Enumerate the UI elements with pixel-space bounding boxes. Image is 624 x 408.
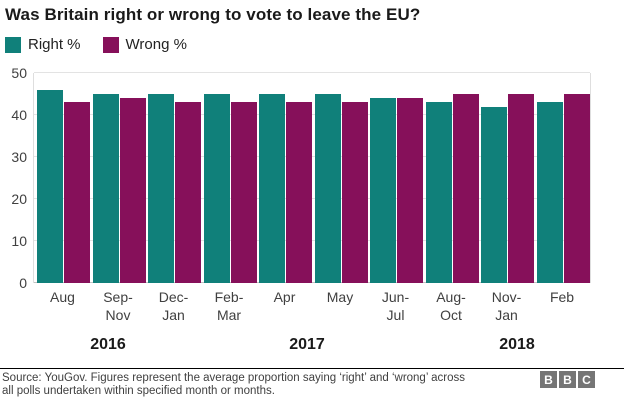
gridline-y-10 (34, 240, 590, 241)
chart-title: Was Britain right or wrong to vote to le… (5, 5, 421, 24)
x-tick-label-dec-jan: Dec- Jan (158, 289, 189, 323)
bar-group-dec-jan (148, 73, 201, 283)
legend-item-wrong: Wrong % (102, 36, 187, 53)
x-tick-label-apr: Apr (273, 289, 296, 305)
right-bar-jun-jul (370, 98, 396, 283)
wrong-bar-sep-nov (119, 98, 146, 283)
x-tick-label-may: May (326, 289, 354, 305)
right-bar-may (314, 94, 341, 283)
y-tick-label-30: 30 (11, 149, 27, 165)
gridline-y-20 (34, 198, 590, 199)
bar-group-feb-mar (203, 73, 257, 283)
right-bar-dec-jan (148, 94, 174, 283)
y-tick-label-40: 40 (11, 107, 27, 123)
y-tick-label-0: 0 (19, 275, 27, 291)
right-bar-sep-nov (92, 94, 119, 283)
plot-area (33, 72, 591, 283)
right-bar-nov-jan (481, 106, 507, 283)
bar-group-aug-oct (425, 73, 479, 283)
bar-group-apr (259, 73, 312, 283)
bbc-logo-block-1: B (540, 371, 557, 388)
gridline-y-40 (34, 114, 590, 115)
year-label-2016: 2016 (90, 336, 126, 353)
y-tick-label-20: 20 (11, 191, 27, 207)
wrong-bar-apr (286, 102, 312, 283)
y-tick-label-50: 50 (11, 65, 27, 81)
wrong-bar-feb-mar (230, 102, 257, 283)
wrong-bar-jun-jul (397, 98, 423, 283)
bar-group-aug (37, 73, 90, 283)
x-tick-label-jun-jul: Jun- Jul (381, 289, 410, 323)
wrong-bar-feb (563, 94, 590, 283)
gridline-y-0 (34, 282, 590, 283)
bar-group-feb (536, 73, 590, 283)
gridline-y-50 (34, 72, 590, 73)
source-note: Source: YouGov. Figures represent the av… (2, 372, 547, 398)
legend-label-wrong: Wrong % (125, 36, 187, 53)
bbc-logo-block-2: B (559, 371, 576, 388)
bbc-logo-block-3: C (578, 371, 595, 388)
year-label-2018: 2018 (499, 336, 535, 353)
right-swatch-icon (5, 36, 21, 53)
footer-divider (0, 368, 624, 369)
y-tick-label-10: 10 (11, 233, 27, 249)
right-bar-apr (259, 94, 285, 283)
wrong-bar-aug (64, 102, 90, 283)
x-tick-label-aug-oct: Aug- Oct (436, 289, 466, 323)
x-tick-label-nov-jan: Nov- Jan (491, 289, 522, 323)
bar-group-may (314, 73, 368, 283)
bar-group-jun-jul (370, 73, 423, 283)
wrong-bar-dec-jan (175, 102, 201, 283)
right-bar-feb-mar (203, 94, 230, 283)
wrong-bar-may (341, 102, 368, 283)
source-note-line1: Source: YouGov. Figures represent the av… (2, 372, 466, 384)
legend-item-right: Right % (5, 36, 81, 53)
year-label-2017: 2017 (289, 336, 325, 353)
bar-group-nov-jan (481, 73, 534, 283)
x-tick-label-feb-mar: Feb- Mar (214, 289, 244, 323)
x-tick-label-aug: Aug (50, 289, 75, 305)
bar-group-sep-nov (92, 73, 146, 283)
wrong-swatch-icon (102, 36, 119, 53)
right-bar-feb (536, 102, 563, 283)
gridline-y-30 (34, 156, 590, 157)
right-bar-aug-oct (425, 102, 452, 283)
wrong-bar-aug-oct (452, 94, 479, 283)
wrong-bar-nov-jan (508, 94, 534, 283)
right-bar-aug (37, 89, 63, 283)
x-tick-label-feb: Feb (549, 289, 575, 305)
legend: Right % Wrong % (5, 36, 187, 53)
legend-label-right: Right % (28, 36, 81, 53)
source-note-line2: all polls undertaken within specified mo… (2, 385, 275, 397)
x-tick-label-sep-nov: Sep- Nov (103, 289, 133, 323)
